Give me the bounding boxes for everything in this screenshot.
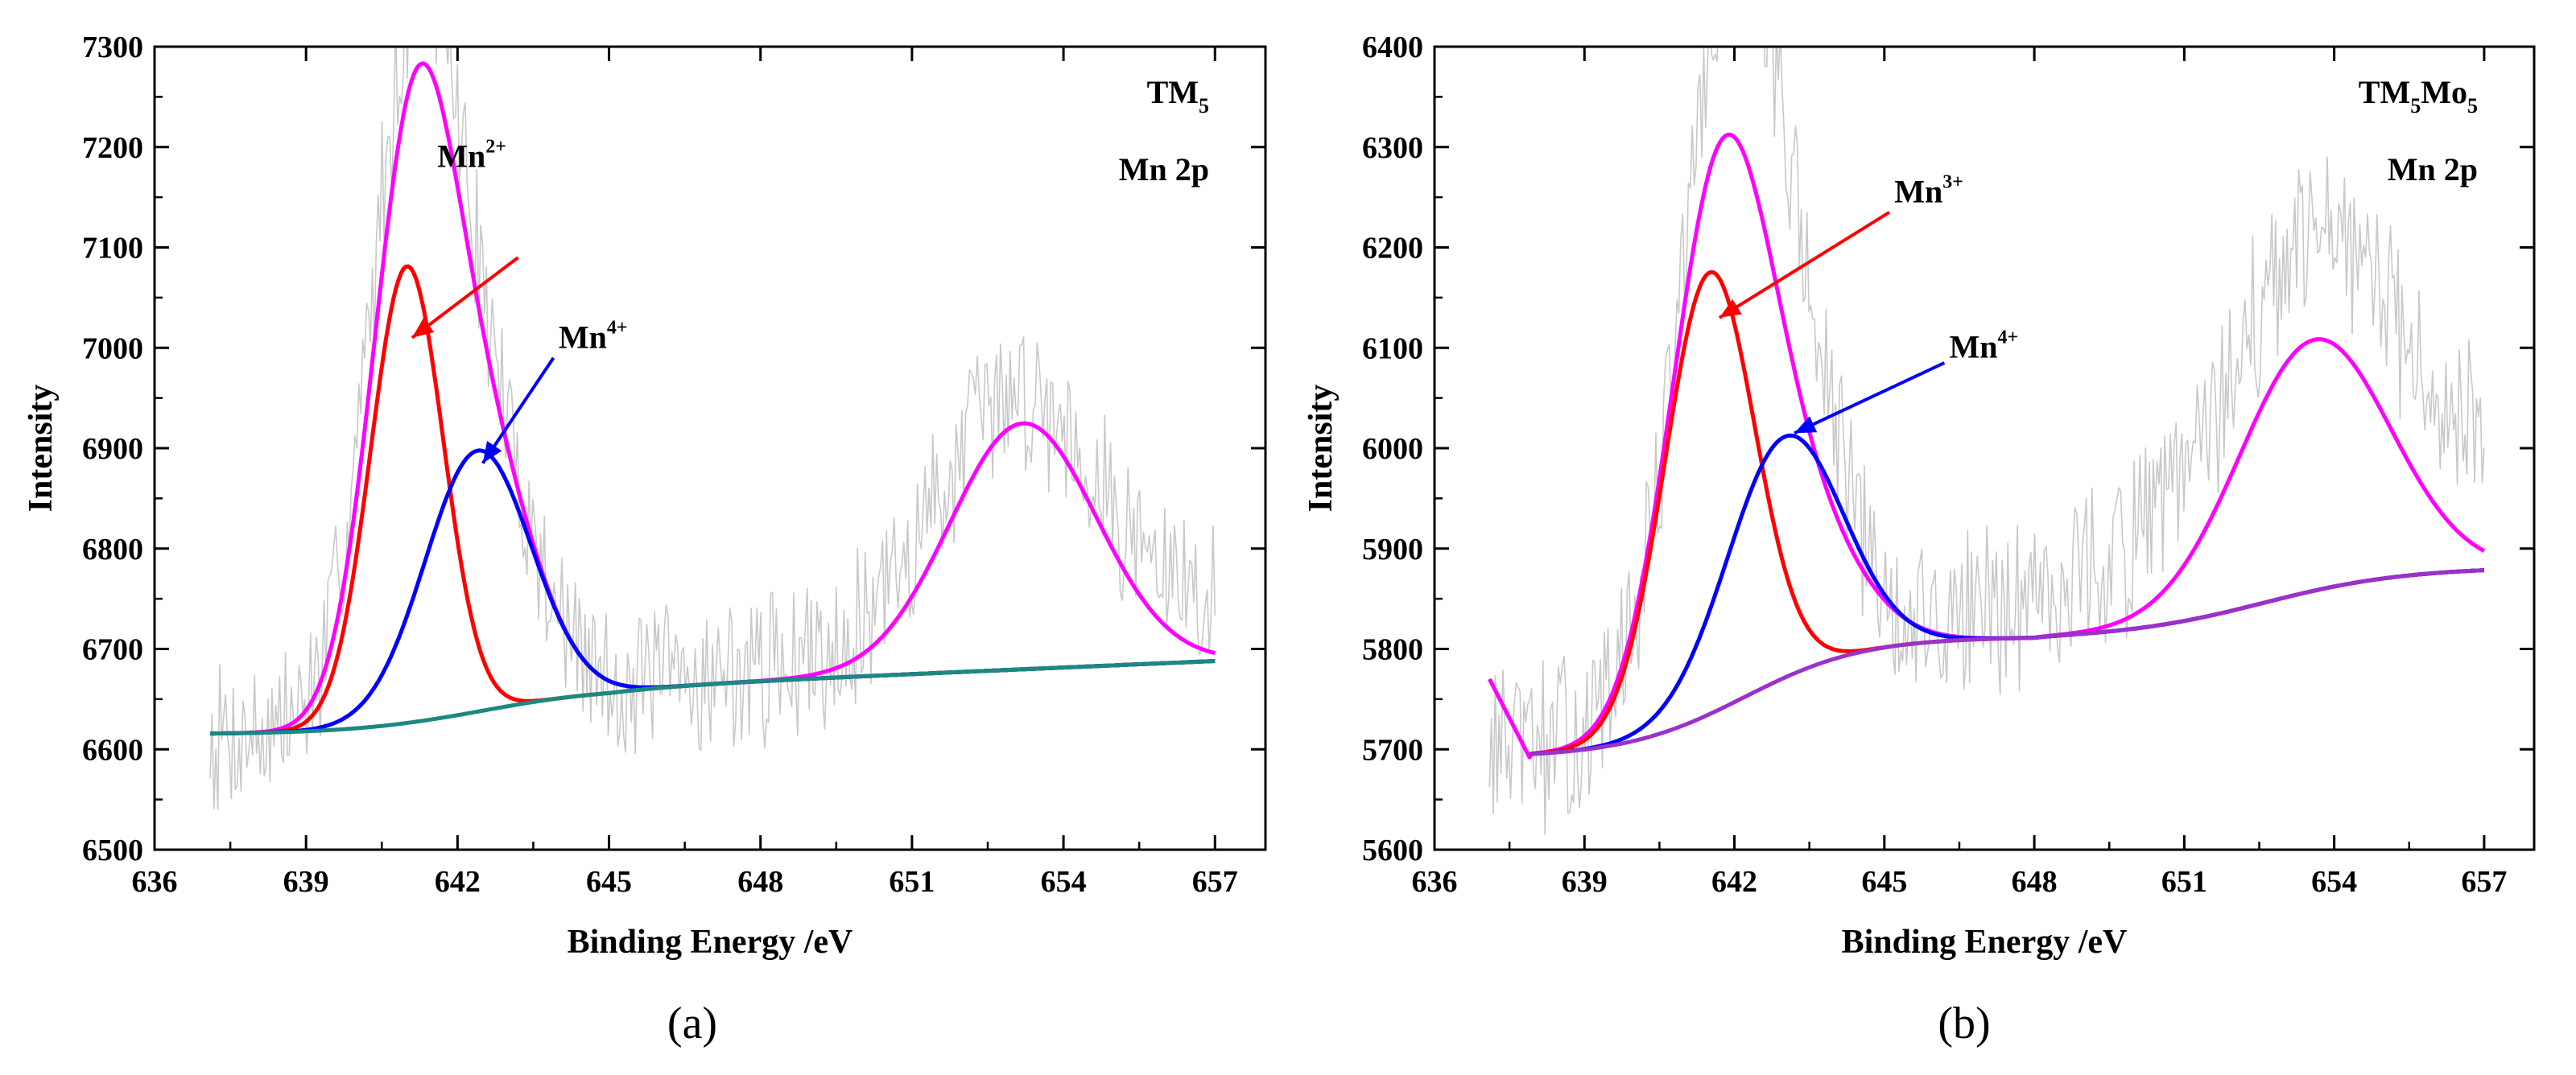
x-tick-label: 651 bbox=[889, 865, 935, 899]
plot-area bbox=[1488, 47, 2486, 835]
y-tick-label: 6500 bbox=[82, 834, 143, 867]
x-tick-label: 636 bbox=[132, 865, 178, 899]
x-tick-label: 654 bbox=[1041, 865, 1087, 899]
x-tick-label: 648 bbox=[737, 865, 783, 899]
annotation-arrowhead bbox=[411, 318, 435, 338]
y-tick-label: 6700 bbox=[82, 633, 143, 667]
panel-b: 636 639 642 645 648 651 654 657 5600 5700 5800 5900… bbox=[1302, 31, 2536, 1048]
y-axis-label: Intensity bbox=[23, 385, 60, 513]
series-line-raw-data bbox=[1488, 47, 2485, 835]
y-tick-label: 5900 bbox=[1362, 533, 1423, 566]
y-tick-label: 6200 bbox=[1362, 232, 1423, 266]
x-tick-label: 642 bbox=[1711, 865, 1757, 899]
annotation-arrowhead bbox=[482, 440, 502, 463]
core-level-label: Mn 2p bbox=[2388, 151, 2478, 187]
annotation-arrow bbox=[1718, 211, 1891, 319]
y-tick-label: 6600 bbox=[82, 733, 143, 767]
y-tick-label: 5600 bbox=[1362, 834, 1423, 867]
annotation-arrowhead bbox=[1719, 299, 1742, 318]
core-level-label: Mn 2p bbox=[1119, 151, 1209, 187]
annotation-label: Mn4+ bbox=[1950, 327, 2019, 365]
series-line-background bbox=[1529, 568, 2484, 756]
y-tick-label: 7000 bbox=[82, 332, 143, 365]
series-line-mn4- bbox=[210, 448, 1216, 736]
panel-a: 636 639 642 645 648 651 654 657 6500 6600 6700 6800… bbox=[23, 31, 1267, 1048]
y-tick-label: 6900 bbox=[82, 432, 143, 466]
y-tick-label: 6000 bbox=[1362, 432, 1423, 466]
plot-frame bbox=[1433, 45, 2536, 851]
y-tick-label: 5700 bbox=[1362, 733, 1423, 767]
sample-label: TM5 bbox=[1147, 74, 1209, 117]
x-tick-label: 639 bbox=[1562, 865, 1608, 899]
x-tick-label: 645 bbox=[1861, 865, 1907, 899]
panel-label: (b) bbox=[1938, 999, 1990, 1048]
x-axis-label: Binding Energy /eV bbox=[1842, 924, 2128, 961]
y-tick-label: 6800 bbox=[82, 533, 143, 566]
x-axis-label: Binding Energy /eV bbox=[568, 924, 853, 961]
annotation-arrow bbox=[1794, 361, 1946, 435]
x-tick-label: 657 bbox=[2461, 865, 2507, 899]
x-tick-label: 648 bbox=[2012, 865, 2058, 899]
plot-area bbox=[209, 47, 1216, 810]
annotation-label: Mn2+ bbox=[437, 137, 506, 175]
x-tick-label: 657 bbox=[1192, 865, 1238, 899]
y-tick-label: 7300 bbox=[82, 31, 143, 64]
annotation-arrow bbox=[481, 356, 555, 464]
panel-label: (a) bbox=[667, 999, 717, 1048]
annotation-arrow bbox=[411, 256, 519, 340]
annotation-label: Mn4+ bbox=[559, 317, 628, 355]
series-line-raw-data bbox=[209, 47, 1216, 810]
y-tick-label: 7100 bbox=[82, 232, 143, 266]
x-tick-label: 654 bbox=[2311, 865, 2357, 899]
x-tick-label: 651 bbox=[2161, 865, 2207, 899]
x-tick-label: 639 bbox=[283, 865, 329, 899]
annotation-arrowhead bbox=[1794, 416, 1818, 434]
annotation-label: Mn3+ bbox=[1894, 171, 1963, 209]
y-axis-label: Intensity bbox=[1302, 385, 1340, 513]
y-tick-label: 6300 bbox=[1362, 131, 1423, 165]
series-line-background bbox=[210, 659, 1216, 736]
y-tick-label: 6400 bbox=[1362, 31, 1423, 64]
x-tick-label: 642 bbox=[435, 865, 481, 899]
y-tick-label: 7200 bbox=[82, 131, 143, 165]
y-tick-label: 5800 bbox=[1362, 633, 1423, 667]
sample-label: TM5Mo5 bbox=[2359, 74, 2478, 117]
y-tick-label: 6100 bbox=[1362, 332, 1423, 365]
x-tick-label: 645 bbox=[586, 865, 632, 899]
x-tick-label: 636 bbox=[1412, 865, 1458, 899]
